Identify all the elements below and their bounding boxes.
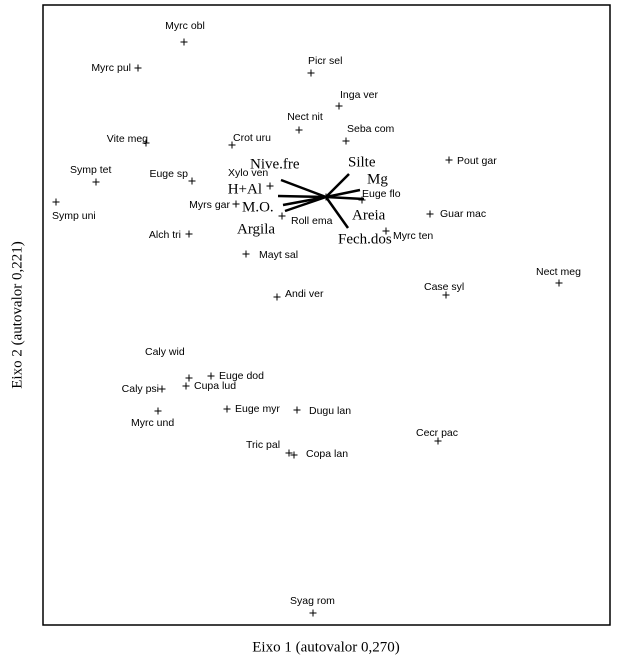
plot-frame [42,4,611,626]
env-vector [325,195,365,201]
point-label: Myrc und [131,417,174,429]
point-label: Copa lan [306,448,348,460]
point-label: Andi ver [285,288,324,300]
point [445,156,453,164]
point [223,405,231,413]
point [185,230,193,238]
point [442,291,450,299]
point-label: Tric pal [246,439,280,451]
point-label: Myrs gar [189,199,230,211]
point [342,137,350,145]
point [266,182,274,190]
point-label: Guar mac [440,208,486,220]
point [290,451,298,459]
point-label: Picr sel [308,55,342,67]
env-label: Silte [348,154,376,170]
point-label: Myrc obl [165,20,205,32]
env-label: M.O. [242,199,274,215]
x-axis-title: Eixo 1 (autovalor 0,270) [252,639,399,655]
env-vector [277,194,327,199]
point [293,406,301,414]
point [307,69,315,77]
point-label: Caly wid [145,346,185,358]
point-label: Cecr pac [416,427,458,439]
env-vector [284,195,327,213]
point [335,102,343,110]
point [426,210,434,218]
y-axis-title: Eixo 2 (autovalor 0,221) [9,241,25,388]
point [185,374,193,382]
env-vector [280,178,327,199]
point-label: Euge sp [149,168,188,180]
point [555,279,563,287]
point [142,139,150,147]
point-label: Myrc ten [393,230,433,242]
point [52,198,60,206]
point [134,64,142,72]
point-label: Symp uni [52,210,96,222]
point-label: Seba com [347,123,395,135]
point [92,178,100,186]
point-label: Xylo ven [228,167,268,179]
point [180,38,188,46]
point [382,227,390,235]
point-label: Roll ema [291,215,333,227]
point-label: Alch tri [149,229,181,241]
point [273,293,281,301]
point-label: Crot uru [233,132,271,144]
point-label: Symp tet [70,164,112,176]
point-label: Case syl [424,281,464,293]
point [188,177,196,185]
point [154,407,162,415]
env-label: Nive.fre [250,156,300,172]
point-label: Mayt sal [259,249,298,261]
point [228,141,236,149]
env-label: Argila [237,221,275,237]
point-label: Syag rom [290,595,335,607]
env-label: Mg [367,171,388,187]
point-label: Nect nit [287,111,323,123]
env-label: H+Al [228,181,262,197]
point-label: Pout gar [457,155,497,167]
point-label: Cupa lud [194,380,236,392]
point-label: Vite meg [107,133,148,145]
point-label: Euge myr [235,403,280,415]
point [295,126,303,134]
point [434,437,442,445]
point [278,212,286,220]
point [242,250,250,258]
env-vector [324,196,350,229]
env-vector [325,188,361,199]
point-label: Caly psi [122,383,159,395]
point-label: Euge dod [219,370,264,382]
point [232,200,240,208]
point-label: Dugu lan [309,405,351,417]
point [158,385,166,393]
point [309,609,317,617]
point [182,382,190,390]
env-label: Fech.dos [338,231,392,247]
point-label: Nect meg [536,266,581,278]
point-label: Euge flo [362,188,401,200]
point [207,372,215,380]
point-label: Myrc pul [91,62,131,74]
env-label: Areia [352,207,386,223]
point [358,196,366,204]
point-label: Inga ver [340,89,378,101]
point [322,193,330,201]
env-vector [325,173,350,198]
point [285,449,293,457]
